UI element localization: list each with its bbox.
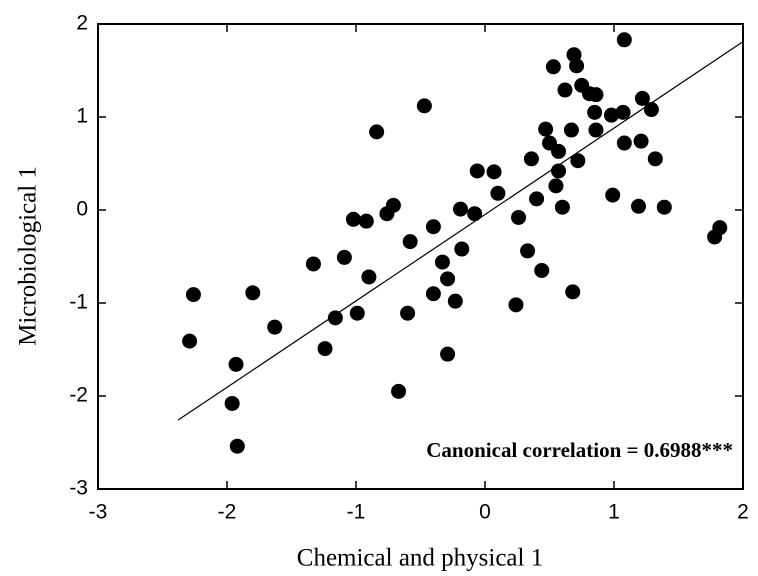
point: [402, 234, 418, 250]
point: [440, 346, 456, 362]
point: [385, 197, 401, 213]
point: [267, 319, 283, 335]
point: [643, 102, 659, 118]
point: [425, 286, 441, 302]
y-tick-label: 2: [76, 12, 88, 35]
point: [633, 133, 649, 149]
point: [588, 87, 604, 103]
x-tick-label: -3: [89, 501, 108, 524]
point: [616, 32, 632, 48]
point: [569, 58, 585, 74]
point: [454, 241, 470, 257]
point: [425, 219, 441, 235]
point: [603, 107, 619, 123]
point: [529, 191, 545, 207]
point: [511, 209, 527, 225]
point: [185, 287, 201, 303]
point: [305, 256, 321, 272]
point: [551, 163, 567, 179]
point: [327, 310, 343, 326]
point: [508, 297, 524, 313]
x-axis-label: Chemical and physical 1: [297, 545, 543, 572]
point: [229, 438, 245, 454]
point: [563, 122, 579, 138]
point: [447, 293, 463, 309]
point: [534, 262, 550, 278]
point: [605, 187, 621, 203]
point: [467, 206, 483, 222]
point: [416, 98, 432, 114]
point: [224, 395, 240, 411]
x-tick-label: 2: [737, 501, 749, 524]
point: [615, 104, 631, 120]
point: [647, 151, 663, 167]
plot-frame: [97, 23, 744, 490]
point: [317, 341, 333, 357]
point: [434, 254, 450, 270]
point: [361, 269, 377, 285]
point: [520, 243, 536, 259]
point: [182, 333, 198, 349]
point: [345, 211, 361, 227]
point: [631, 198, 647, 214]
y-axis-label: Microbiological 1: [15, 166, 42, 346]
point: [452, 201, 468, 217]
x-tick-label: 0: [479, 501, 491, 524]
y-tick-label: -2: [69, 384, 88, 407]
point: [565, 284, 581, 300]
y-tick-label: 0: [76, 198, 88, 221]
point: [358, 213, 374, 229]
point: [391, 383, 407, 399]
point: [545, 59, 561, 75]
y-tick-label: -1: [69, 291, 88, 314]
point: [440, 271, 456, 287]
point: [634, 90, 650, 106]
point: [336, 249, 352, 265]
point: [369, 124, 385, 140]
x-tick-label: -2: [218, 501, 237, 524]
point: [548, 178, 564, 194]
point: [400, 305, 416, 321]
point: [523, 151, 539, 167]
point: [588, 122, 604, 138]
point: [469, 163, 485, 179]
x-tick-label: 1: [608, 501, 620, 524]
annotation: Canonical correlation = 0.6988***: [426, 438, 733, 462]
point: [587, 104, 603, 120]
point: [245, 285, 261, 301]
point: [551, 143, 567, 159]
x-tick-label: -1: [347, 501, 366, 524]
point: [712, 220, 728, 236]
point: [656, 199, 672, 215]
point: [616, 135, 632, 151]
point: [538, 121, 554, 137]
point: [566, 47, 582, 63]
point: [490, 185, 506, 201]
point: [228, 356, 244, 372]
point: [349, 305, 365, 321]
point: [557, 82, 573, 98]
fit-line: [177, 41, 744, 421]
point: [554, 199, 570, 215]
point: [570, 153, 586, 169]
point: [486, 164, 502, 180]
y-tick-label: -3: [69, 477, 88, 500]
y-tick-label: 1: [76, 105, 88, 128]
